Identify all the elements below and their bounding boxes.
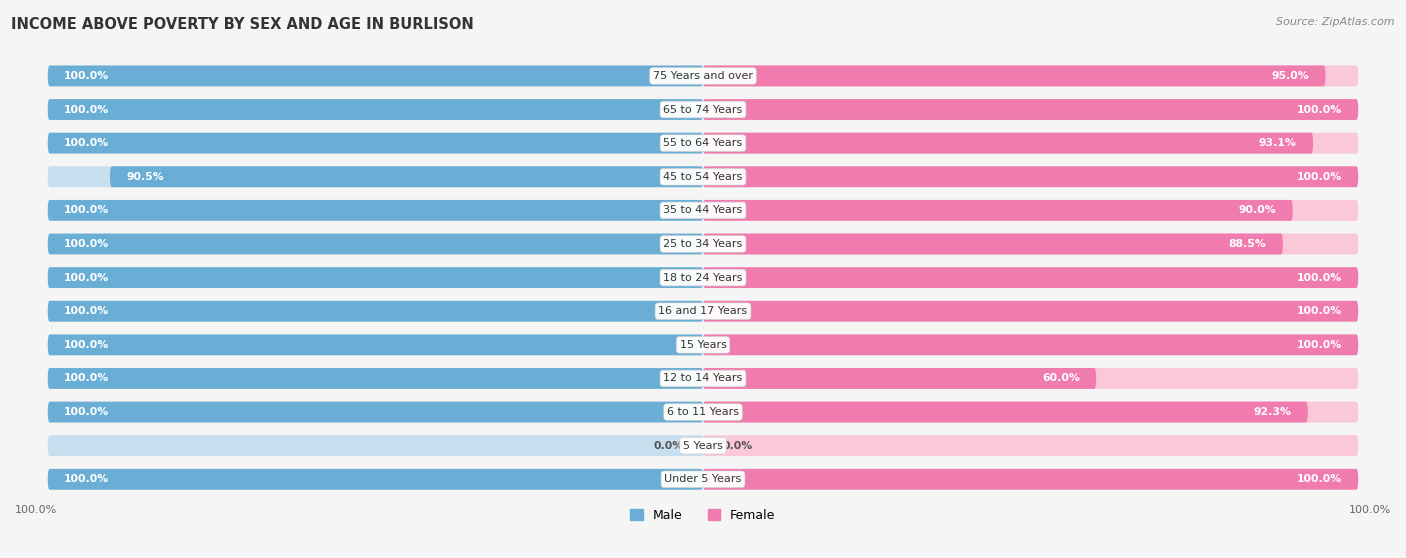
Text: 93.1%: 93.1% bbox=[1258, 138, 1296, 148]
Text: 100.0%: 100.0% bbox=[65, 71, 110, 81]
FancyBboxPatch shape bbox=[48, 234, 703, 254]
FancyBboxPatch shape bbox=[703, 435, 1358, 456]
FancyBboxPatch shape bbox=[48, 200, 1358, 221]
Text: Source: ZipAtlas.com: Source: ZipAtlas.com bbox=[1277, 17, 1395, 27]
Text: 100.0%: 100.0% bbox=[15, 504, 58, 514]
FancyBboxPatch shape bbox=[48, 99, 1358, 120]
Text: 100.0%: 100.0% bbox=[65, 474, 110, 484]
FancyBboxPatch shape bbox=[703, 402, 1358, 422]
Text: 16 and 17 Years: 16 and 17 Years bbox=[658, 306, 748, 316]
FancyBboxPatch shape bbox=[48, 166, 1358, 187]
FancyBboxPatch shape bbox=[703, 234, 1282, 254]
Text: 55 to 64 Years: 55 to 64 Years bbox=[664, 138, 742, 148]
Text: 15 Years: 15 Years bbox=[679, 340, 727, 350]
FancyBboxPatch shape bbox=[703, 99, 1358, 120]
Legend: Male, Female: Male, Female bbox=[630, 509, 776, 522]
Text: 0.0%: 0.0% bbox=[723, 441, 752, 451]
FancyBboxPatch shape bbox=[48, 435, 1358, 456]
Text: 100.0%: 100.0% bbox=[1348, 504, 1391, 514]
FancyBboxPatch shape bbox=[48, 469, 703, 490]
Text: 0.0%: 0.0% bbox=[654, 441, 683, 451]
FancyBboxPatch shape bbox=[48, 133, 1358, 153]
Text: 88.5%: 88.5% bbox=[1229, 239, 1267, 249]
FancyBboxPatch shape bbox=[48, 402, 1358, 422]
FancyBboxPatch shape bbox=[48, 368, 703, 389]
Text: 35 to 44 Years: 35 to 44 Years bbox=[664, 205, 742, 215]
Text: 45 to 54 Years: 45 to 54 Years bbox=[664, 172, 742, 182]
FancyBboxPatch shape bbox=[703, 166, 1358, 187]
FancyBboxPatch shape bbox=[703, 301, 1358, 321]
FancyBboxPatch shape bbox=[703, 469, 1358, 490]
Text: 75 Years and over: 75 Years and over bbox=[652, 71, 754, 81]
FancyBboxPatch shape bbox=[703, 65, 1326, 86]
FancyBboxPatch shape bbox=[703, 200, 1358, 221]
Text: 100.0%: 100.0% bbox=[65, 273, 110, 282]
Text: 100.0%: 100.0% bbox=[1296, 340, 1341, 350]
FancyBboxPatch shape bbox=[48, 99, 703, 120]
Text: 90.0%: 90.0% bbox=[1239, 205, 1277, 215]
FancyBboxPatch shape bbox=[48, 334, 1358, 355]
FancyBboxPatch shape bbox=[48, 234, 1358, 254]
FancyBboxPatch shape bbox=[48, 301, 1358, 321]
Text: 100.0%: 100.0% bbox=[1296, 172, 1341, 182]
Text: 6 to 11 Years: 6 to 11 Years bbox=[666, 407, 740, 417]
FancyBboxPatch shape bbox=[48, 368, 1358, 389]
FancyBboxPatch shape bbox=[48, 65, 703, 86]
Text: 100.0%: 100.0% bbox=[65, 239, 110, 249]
Text: 100.0%: 100.0% bbox=[65, 306, 110, 316]
Text: Under 5 Years: Under 5 Years bbox=[665, 474, 741, 484]
Text: 100.0%: 100.0% bbox=[65, 373, 110, 383]
FancyBboxPatch shape bbox=[703, 133, 1358, 153]
FancyBboxPatch shape bbox=[48, 267, 1358, 288]
FancyBboxPatch shape bbox=[703, 65, 1358, 86]
Text: 92.3%: 92.3% bbox=[1253, 407, 1291, 417]
FancyBboxPatch shape bbox=[703, 368, 1097, 389]
FancyBboxPatch shape bbox=[703, 200, 1292, 221]
Text: 100.0%: 100.0% bbox=[1296, 273, 1341, 282]
FancyBboxPatch shape bbox=[48, 301, 703, 321]
FancyBboxPatch shape bbox=[703, 368, 1358, 389]
Text: INCOME ABOVE POVERTY BY SEX AND AGE IN BURLISON: INCOME ABOVE POVERTY BY SEX AND AGE IN B… bbox=[11, 17, 474, 32]
FancyBboxPatch shape bbox=[48, 334, 703, 355]
FancyBboxPatch shape bbox=[703, 133, 1313, 153]
Text: 100.0%: 100.0% bbox=[1296, 104, 1341, 114]
Text: 100.0%: 100.0% bbox=[1296, 474, 1341, 484]
Text: 60.0%: 60.0% bbox=[1042, 373, 1080, 383]
FancyBboxPatch shape bbox=[703, 334, 1358, 355]
Text: 95.0%: 95.0% bbox=[1271, 71, 1309, 81]
Text: 90.5%: 90.5% bbox=[127, 172, 165, 182]
Text: 65 to 74 Years: 65 to 74 Years bbox=[664, 104, 742, 114]
Text: 25 to 34 Years: 25 to 34 Years bbox=[664, 239, 742, 249]
Text: 5 Years: 5 Years bbox=[683, 441, 723, 451]
FancyBboxPatch shape bbox=[48, 267, 703, 288]
FancyBboxPatch shape bbox=[48, 200, 703, 221]
FancyBboxPatch shape bbox=[48, 402, 703, 422]
Text: 100.0%: 100.0% bbox=[65, 205, 110, 215]
FancyBboxPatch shape bbox=[703, 234, 1358, 254]
Text: 100.0%: 100.0% bbox=[65, 138, 110, 148]
FancyBboxPatch shape bbox=[703, 402, 1308, 422]
FancyBboxPatch shape bbox=[703, 267, 1358, 288]
Text: 100.0%: 100.0% bbox=[65, 407, 110, 417]
FancyBboxPatch shape bbox=[48, 133, 703, 153]
FancyBboxPatch shape bbox=[48, 435, 703, 456]
Text: 12 to 14 Years: 12 to 14 Years bbox=[664, 373, 742, 383]
FancyBboxPatch shape bbox=[48, 166, 703, 187]
FancyBboxPatch shape bbox=[48, 469, 1358, 490]
Text: 100.0%: 100.0% bbox=[1296, 306, 1341, 316]
Text: 18 to 24 Years: 18 to 24 Years bbox=[664, 273, 742, 282]
Text: 100.0%: 100.0% bbox=[65, 340, 110, 350]
Text: 100.0%: 100.0% bbox=[65, 104, 110, 114]
FancyBboxPatch shape bbox=[110, 166, 703, 187]
FancyBboxPatch shape bbox=[48, 65, 1358, 86]
